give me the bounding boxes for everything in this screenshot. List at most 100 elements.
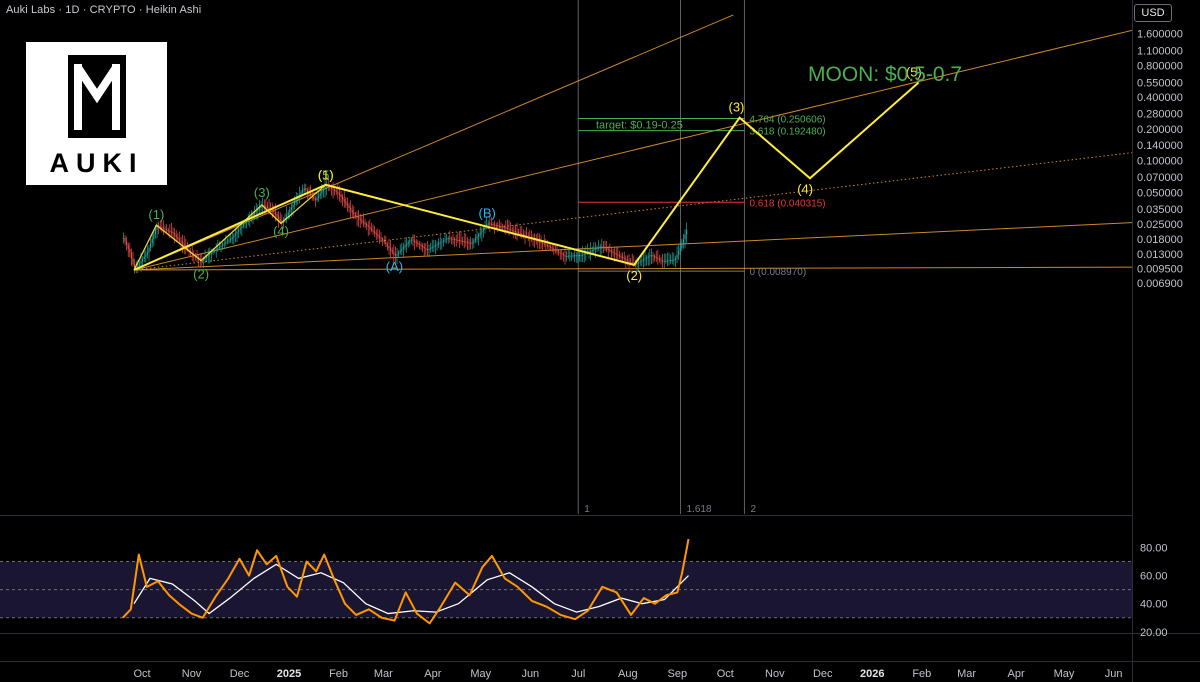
candle xyxy=(223,243,225,245)
candle xyxy=(415,241,417,243)
wave-label: (3) xyxy=(729,99,745,114)
candle xyxy=(649,255,651,257)
candle xyxy=(641,260,643,262)
candle xyxy=(346,203,349,206)
candle xyxy=(513,230,515,232)
candle xyxy=(564,255,566,257)
candle xyxy=(348,205,350,209)
candle xyxy=(426,249,429,251)
candle xyxy=(548,245,550,247)
candle xyxy=(404,245,406,248)
candle xyxy=(343,199,345,202)
candle xyxy=(366,224,368,226)
wave-label: (B) xyxy=(478,206,495,221)
rsi-ma-line xyxy=(133,563,689,615)
candle xyxy=(138,263,141,266)
candle xyxy=(470,242,472,244)
candle xyxy=(263,205,265,207)
candle xyxy=(463,241,465,243)
candle xyxy=(260,206,262,208)
candle xyxy=(670,260,672,262)
candle xyxy=(654,256,656,258)
candle xyxy=(231,237,233,240)
candle xyxy=(407,242,409,244)
candle xyxy=(583,253,585,255)
candle xyxy=(167,230,169,232)
candle xyxy=(241,226,243,228)
price-axis-tick: 0.550000 xyxy=(1137,77,1183,89)
candle xyxy=(498,225,501,227)
candle xyxy=(439,242,441,244)
candle xyxy=(596,248,598,250)
candle xyxy=(650,255,653,257)
candle xyxy=(159,225,161,227)
candle xyxy=(310,193,312,196)
wave-label: (4) xyxy=(273,224,289,239)
candle xyxy=(300,192,302,195)
wave-label: (A) xyxy=(386,259,403,274)
candle xyxy=(318,195,320,198)
candle xyxy=(551,247,553,249)
auki-logo-text: AUKI xyxy=(49,148,144,178)
candle xyxy=(292,204,294,208)
candle xyxy=(490,223,493,225)
currency-button[interactable]: USD xyxy=(1134,4,1172,22)
candle xyxy=(489,223,491,225)
candle xyxy=(297,197,299,200)
rsi-line xyxy=(122,538,690,625)
candle xyxy=(554,249,557,251)
candle xyxy=(350,208,352,211)
time-axis-tick: Oct xyxy=(717,668,734,680)
candle xyxy=(364,222,366,225)
candle xyxy=(458,240,461,242)
candle xyxy=(454,239,456,241)
candle xyxy=(127,245,129,249)
candle xyxy=(500,226,502,228)
candle xyxy=(615,253,617,255)
candle xyxy=(566,255,568,257)
candle xyxy=(590,250,592,252)
candle xyxy=(450,238,453,240)
candle xyxy=(182,242,184,245)
candle xyxy=(313,197,315,199)
candle xyxy=(422,246,424,248)
candle xyxy=(233,235,235,238)
candle xyxy=(466,241,469,243)
candle xyxy=(319,193,321,196)
time-axis-tick: Mar xyxy=(374,668,393,680)
candle xyxy=(473,240,475,243)
candle xyxy=(290,207,293,210)
candle xyxy=(481,230,483,233)
candle xyxy=(414,240,416,242)
candle xyxy=(636,263,638,265)
candle xyxy=(468,242,470,244)
candle xyxy=(150,243,152,248)
candle xyxy=(340,194,342,197)
candle xyxy=(601,246,603,248)
candle xyxy=(561,253,563,255)
candle xyxy=(447,238,449,240)
candle xyxy=(516,231,518,233)
candle xyxy=(158,225,160,227)
candle xyxy=(679,248,681,252)
candle xyxy=(617,254,619,256)
candle xyxy=(217,247,219,249)
candle xyxy=(506,227,509,229)
fib-level-label: 4.764 (0.250606) xyxy=(749,115,825,126)
candle xyxy=(519,232,521,234)
candle xyxy=(175,235,177,237)
candle xyxy=(391,250,393,253)
candle xyxy=(510,229,512,231)
candle xyxy=(342,196,344,200)
time-axis-tick: Aug xyxy=(618,668,638,680)
candle xyxy=(358,217,360,219)
candle xyxy=(239,227,241,230)
candle xyxy=(425,248,427,250)
candle xyxy=(502,226,504,228)
candle xyxy=(207,255,209,257)
candle xyxy=(287,212,289,216)
candle xyxy=(254,212,256,215)
candle xyxy=(550,246,552,248)
target-annotation: target: $0.19-0.25 xyxy=(596,120,683,132)
